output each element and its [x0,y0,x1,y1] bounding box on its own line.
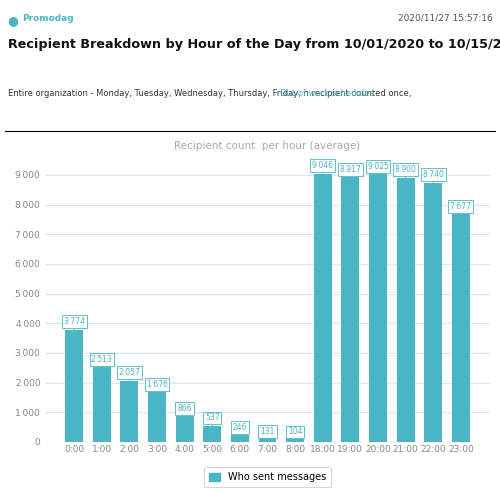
Bar [65,330,83,442]
Bar [176,416,194,442]
Bar [396,178,414,442]
Text: 2020/11/27 15:57:16: 2020/11/27 15:57:16 [398,14,492,23]
Bar [258,438,276,442]
Text: Recipient Breakdown by Hour of the Day from 10/01/2020 to 10/15/2020: Recipient Breakdown by Hour of the Day f… [8,38,500,51]
Bar [286,439,304,442]
Legend: Who sent messages: Who sent messages [204,467,331,487]
Bar [93,367,111,442]
Text: 1 676: 1 676 [146,380,168,392]
Text: 2 513: 2 513 [92,355,112,367]
Bar [424,183,442,442]
Text: ●: ● [8,14,18,27]
Bar [342,177,359,442]
Bar [148,392,166,442]
Text: 246: 246 [232,423,247,435]
Bar [314,173,332,442]
Bar [120,381,138,442]
Text: 866: 866 [178,404,192,416]
Text: 8 740: 8 740 [422,170,444,183]
Text: 9 046: 9 046 [312,161,333,173]
Text: 537: 537 [205,413,220,426]
Text: Out of work schedules: Out of work schedules [280,89,374,98]
Bar [204,426,221,442]
Text: 7 677: 7 677 [450,202,471,214]
Text: Entire organization - Monday, Tuesday, Wednesday, Thursday, Friday, n recipient : Entire organization - Monday, Tuesday, W… [8,89,414,98]
Text: 131: 131 [260,427,274,438]
Bar [231,435,249,442]
Text: 104: 104 [288,428,302,439]
Bar [452,214,470,442]
Bar [369,174,387,442]
Title: Recipient count  per hour (average): Recipient count per hour (average) [174,141,360,151]
Text: 8 917: 8 917 [340,165,360,177]
Text: Promodag: Promodag [22,14,74,23]
Text: 8 900: 8 900 [395,165,416,178]
Text: 3 774: 3 774 [64,317,84,330]
Text: 9 025: 9 025 [368,162,388,174]
Text: 2 057: 2 057 [119,368,140,381]
